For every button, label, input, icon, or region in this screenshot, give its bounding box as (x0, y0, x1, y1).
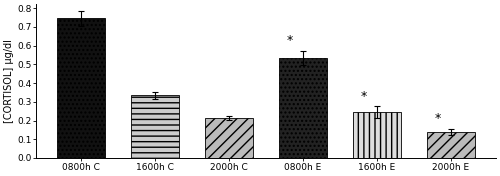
Bar (131, 95, 179, 158)
Y-axis label: [CORTISOL] μg/dl: [CORTISOL] μg/dl (4, 39, 14, 123)
Text: *: * (360, 90, 367, 103)
Text: *: * (286, 34, 293, 47)
Bar (205, 118, 253, 158)
Bar (427, 132, 475, 158)
Text: *: * (434, 112, 440, 125)
Bar (279, 58, 327, 158)
Bar (57, 18, 105, 158)
Bar (353, 112, 401, 158)
